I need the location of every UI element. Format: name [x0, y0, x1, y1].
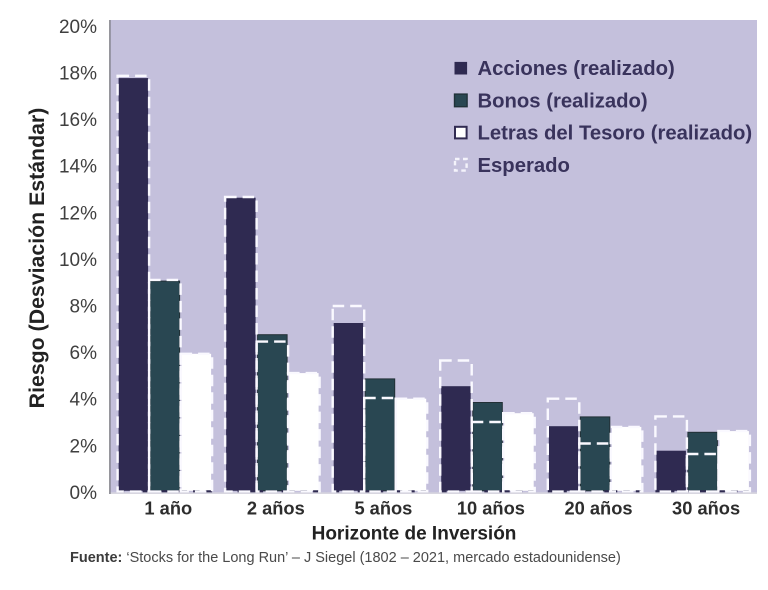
svg-text:1 año: 1 año — [144, 498, 192, 519]
svg-text:20%: 20% — [59, 17, 97, 38]
svg-text:20 años: 20 años — [564, 498, 632, 519]
svg-text:2 años: 2 años — [247, 498, 305, 519]
svg-text:Riesgo (Desviación Estándar): Riesgo (Desviación Estándar) — [25, 108, 49, 409]
svg-text:Horizonte de Inversión: Horizonte de Inversión — [312, 524, 517, 545]
svg-text:14%: 14% — [59, 157, 97, 178]
svg-text:8%: 8% — [70, 297, 98, 318]
svg-text:4%: 4% — [70, 390, 98, 411]
svg-text:0%: 0% — [70, 483, 98, 504]
svg-text:10%: 10% — [59, 250, 97, 271]
svg-text:Esperado: Esperado — [478, 155, 570, 177]
svg-text:12%: 12% — [59, 203, 97, 224]
svg-text:2%: 2% — [70, 436, 98, 457]
svg-text:16%: 16% — [59, 110, 97, 131]
svg-text:Acciones (realizado): Acciones (realizado) — [478, 58, 675, 80]
svg-text:Letras del Tesoro (realizado): Letras del Tesoro (realizado) — [478, 123, 753, 145]
svg-text:Bonos (realizado): Bonos (realizado) — [478, 90, 648, 112]
svg-text:5 años: 5 años — [354, 498, 412, 519]
svg-text:30 años: 30 años — [672, 498, 740, 519]
svg-text:6%: 6% — [70, 343, 98, 364]
svg-text:10 años: 10 años — [457, 498, 525, 519]
svg-text:Fuente: ‘Stocks for the Long R: Fuente: ‘Stocks for the Long Run’ – J Si… — [70, 550, 621, 566]
svg-text:18%: 18% — [59, 64, 97, 85]
